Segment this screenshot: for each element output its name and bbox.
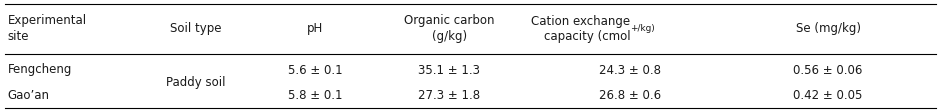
Text: Paddy soil: Paddy soil xyxy=(166,76,225,89)
Text: 5.8 ± 0.1: 5.8 ± 0.1 xyxy=(288,89,343,102)
Text: Experimental
site: Experimental site xyxy=(8,14,87,43)
Text: Gao’an: Gao’an xyxy=(8,89,50,102)
Text: 5.6 ± 0.1: 5.6 ± 0.1 xyxy=(288,64,343,76)
Text: Se (mg/kg): Se (mg/kg) xyxy=(795,22,861,35)
Text: pH: pH xyxy=(307,22,324,35)
Text: 24.3 ± 0.8: 24.3 ± 0.8 xyxy=(599,64,662,76)
Text: Fengcheng: Fengcheng xyxy=(8,64,72,76)
Text: 0.42 ± 0.05: 0.42 ± 0.05 xyxy=(793,89,863,102)
Text: 0.56 ± 0.06: 0.56 ± 0.06 xyxy=(793,64,863,76)
Text: Soil type: Soil type xyxy=(169,22,221,35)
Text: 35.1 ± 1.3: 35.1 ± 1.3 xyxy=(419,64,480,76)
Text: Cation exchange
capacity (cmol: Cation exchange capacity (cmol xyxy=(532,15,630,43)
Text: Organic carbon
(g/kg): Organic carbon (g/kg) xyxy=(404,14,495,43)
Text: 26.8 ± 0.6: 26.8 ± 0.6 xyxy=(599,89,662,102)
Text: +/kg): +/kg) xyxy=(630,24,655,33)
Text: 27.3 ± 1.8: 27.3 ± 1.8 xyxy=(418,89,481,102)
